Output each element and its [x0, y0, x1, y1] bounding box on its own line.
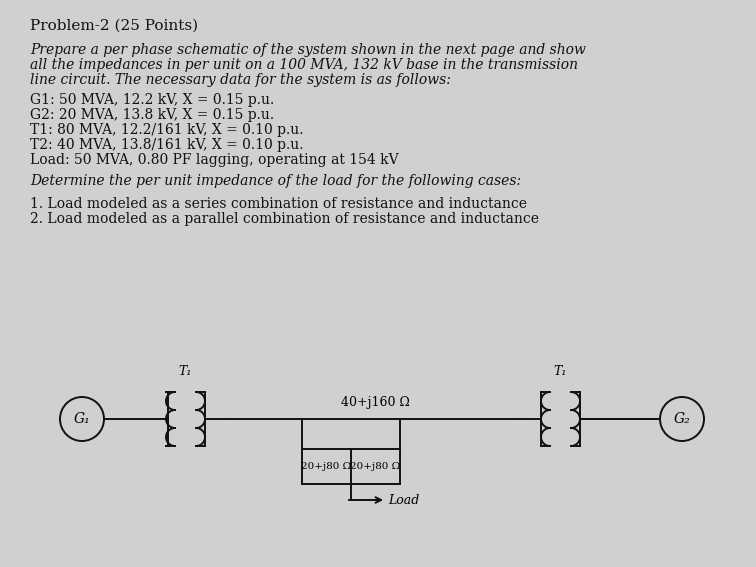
Text: G₁: G₁	[73, 412, 91, 426]
Text: Load: 50 MVA, 0.80 PF lagging, operating at 154 kV: Load: 50 MVA, 0.80 PF lagging, operating…	[30, 153, 398, 167]
Text: T1: 80 MVA, 12.2/161 kV, X = 0.10 p.u.: T1: 80 MVA, 12.2/161 kV, X = 0.10 p.u.	[30, 123, 303, 137]
Text: T₁: T₁	[554, 365, 567, 378]
Text: Prepare a per phase schematic of the system shown in the next page and show: Prepare a per phase schematic of the sys…	[30, 43, 586, 57]
Text: 1. Load modeled as a series combination of resistance and inductance: 1. Load modeled as a series combination …	[30, 197, 527, 211]
Text: Load: Load	[388, 493, 420, 506]
Text: 20+j80 Ω: 20+j80 Ω	[302, 462, 352, 471]
Text: G₂: G₂	[674, 412, 690, 426]
Text: 40+j160 Ω: 40+j160 Ω	[340, 396, 410, 409]
Text: G2: 20 MVA, 13.8 kV, X = 0.15 p.u.: G2: 20 MVA, 13.8 kV, X = 0.15 p.u.	[30, 108, 274, 122]
Text: 20+j80 Ω: 20+j80 Ω	[350, 462, 401, 471]
Text: T2: 40 MVA, 13.8/161 kV, X = 0.10 p.u.: T2: 40 MVA, 13.8/161 kV, X = 0.10 p.u.	[30, 138, 303, 152]
Text: Determine the per unit impedance of the load for the following cases:: Determine the per unit impedance of the …	[30, 174, 521, 188]
Text: all the impedances in per unit on a 100 MVA, 132 kV base in the transmission: all the impedances in per unit on a 100 …	[30, 58, 578, 72]
Text: line circuit. The necessary data for the system is as follows:: line circuit. The necessary data for the…	[30, 73, 451, 87]
Text: 2. Load modeled as a parallel combination of resistance and inductance: 2. Load modeled as a parallel combinatio…	[30, 212, 539, 226]
Text: T₁: T₁	[179, 365, 192, 378]
Text: G1: 50 MVA, 12.2 kV, X = 0.15 p.u.: G1: 50 MVA, 12.2 kV, X = 0.15 p.u.	[30, 93, 274, 107]
Text: Problem-2 (25 Points): Problem-2 (25 Points)	[30, 19, 198, 33]
